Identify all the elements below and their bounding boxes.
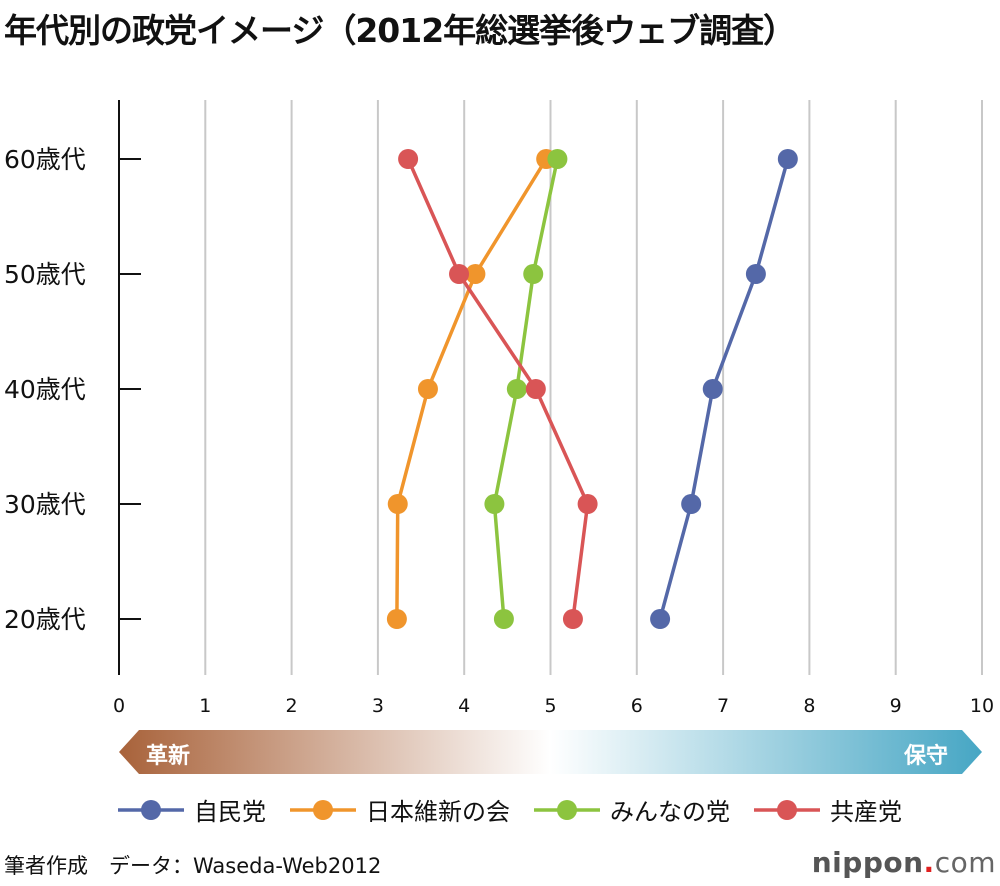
x-tick-label: 1 [199, 695, 211, 717]
data-point [777, 149, 798, 169]
nippon-logo: nippon.com [811, 846, 996, 879]
data-point [506, 379, 527, 399]
x-tick-label: 4 [458, 695, 470, 717]
data-point [702, 379, 723, 399]
data-point [562, 609, 583, 629]
data-point [547, 149, 568, 169]
data-point [417, 379, 438, 399]
legend-marker-icon [118, 799, 184, 820]
legend-marker-icon [534, 799, 600, 820]
legend-label: 自民党 [194, 798, 266, 826]
ideology-scale-arrow [119, 730, 982, 774]
x-tick-label: 3 [372, 695, 384, 717]
data-point [525, 379, 546, 399]
data-point [577, 494, 598, 514]
series-自民党 [650, 149, 798, 629]
x-tick-label: 6 [631, 695, 643, 717]
data-point [398, 149, 419, 169]
x-tick-label: 9 [890, 695, 902, 717]
legend-label: 共産党 [830, 798, 902, 826]
data-point [449, 264, 470, 284]
y-tick-label: 50歳代 [4, 260, 86, 289]
data-point [681, 494, 702, 514]
x-tick-label: 2 [286, 695, 298, 717]
chart-title: 年代別の政党イメージ（2012年総選挙後ウェブ調査） [4, 11, 796, 50]
y-tick-label: 20歳代 [4, 605, 86, 634]
x-tick-label: 7 [717, 695, 729, 717]
data-point [493, 609, 514, 629]
data-point [484, 494, 505, 514]
legend-item: 共産党 [752, 792, 902, 827]
series-共産党 [398, 149, 598, 629]
legend-item: 日本維新の会 [288, 792, 510, 827]
scale-label-right: 保守 [904, 744, 949, 769]
data-point [386, 609, 407, 629]
series-みんなの党 [484, 149, 568, 629]
scale-label-left: 革新 [146, 744, 191, 769]
data-point [745, 264, 766, 284]
y-tick-label: 60歳代 [4, 145, 86, 174]
data-point [387, 494, 408, 514]
legend-marker-icon [754, 799, 820, 820]
data-point [650, 609, 671, 629]
legend-item: みんなの党 [532, 792, 730, 827]
source-credit: 筆者作成 データ：Waseda-Web2012 [4, 854, 382, 878]
y-tick-label: 30歳代 [4, 490, 86, 519]
x-tick-label: 5 [544, 695, 556, 717]
legend-item: 自民党 [116, 792, 266, 827]
x-tick-label: 8 [803, 695, 815, 717]
legend-label: 日本維新の会 [366, 798, 510, 826]
data-point [523, 264, 544, 284]
y-tick-label: 40歳代 [4, 375, 86, 404]
legend-marker-icon [290, 799, 356, 820]
legend: 自民党 日本維新の会 みんなの党 共産党 [116, 792, 924, 827]
x-tick-label: 0 [113, 695, 125, 717]
legend-label: みんなの党 [610, 798, 730, 826]
data-point [465, 264, 486, 284]
x-tick-label: 10 [970, 695, 994, 717]
